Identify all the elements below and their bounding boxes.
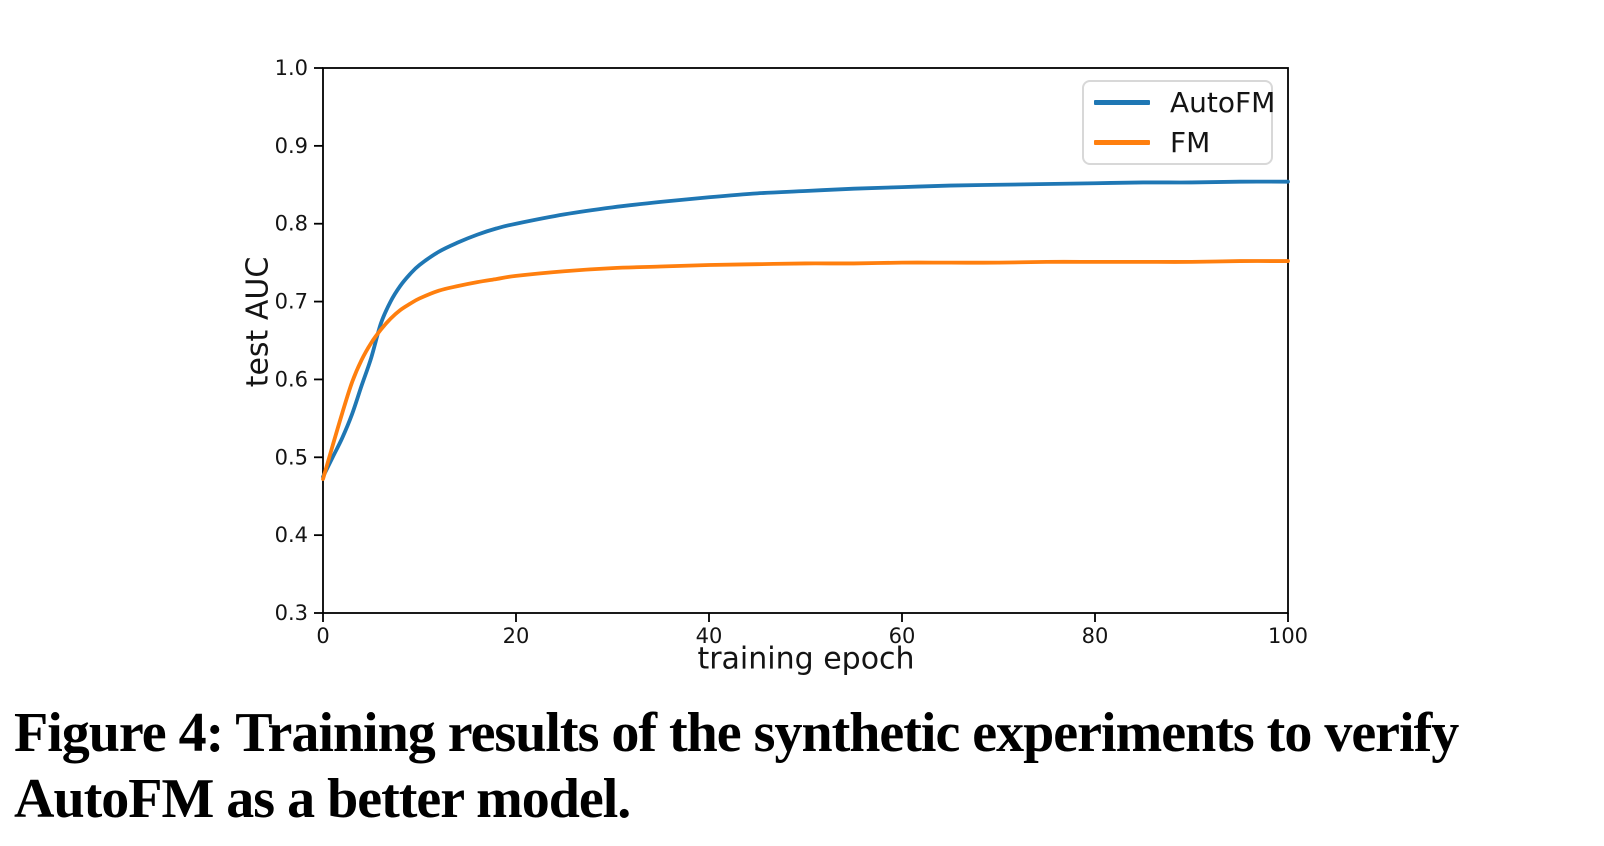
y-tick-label: 0.7: [275, 290, 308, 314]
y-tick-label: 1.0: [275, 56, 308, 80]
y-tick-label: 0.4: [275, 523, 308, 547]
series-line-AutoFM: [321, 179, 1290, 479]
y-tick-label: 0.5: [275, 445, 308, 469]
legend: AutoFM FM: [1082, 80, 1275, 165]
legend-label-autofm: AutoFM: [1170, 85, 1276, 119]
legend-item-fm: FM: [1094, 128, 1271, 158]
y-tick-label: 0.3: [275, 601, 308, 625]
caption-text-line2: AutoFM as a better model.: [14, 768, 631, 830]
y-axis-label: test AUC: [240, 256, 276, 388]
x-tick-label: 40: [696, 624, 723, 648]
fm-line-swatch: [1094, 140, 1150, 145]
autofm-line-swatch: [1094, 100, 1150, 105]
y-tick-label: 0.9: [275, 134, 308, 158]
caption-label: Figure 4:: [14, 702, 224, 764]
figure-caption: Figure 4: Training results of the synthe…: [14, 700, 1594, 832]
x-axis-label: training epoch: [697, 641, 915, 677]
x-tick-label: 20: [503, 624, 530, 648]
x-tick-label: 100: [1268, 624, 1308, 648]
series-line-FM: [321, 259, 1290, 481]
caption-text-line1: Training results of the synthetic experi…: [235, 702, 1459, 764]
x-tick-label: 80: [1082, 624, 1109, 648]
plot-border: [322, 67, 1289, 614]
y-tick-label: 0.8: [275, 212, 308, 236]
legend-item-autofm: AutoFM: [1094, 88, 1275, 118]
x-tick-label: 60: [889, 624, 916, 648]
y-tick-label: 0.6: [275, 367, 308, 391]
legend-label-fm: FM: [1170, 125, 1211, 159]
x-tick-label: 0: [316, 624, 329, 648]
training-curves-chart: 0 20 40 60 80 100 0.3 0.4 0.5 0.6 0.7 0.8 0.9 1.0: [275, 56, 1308, 648]
